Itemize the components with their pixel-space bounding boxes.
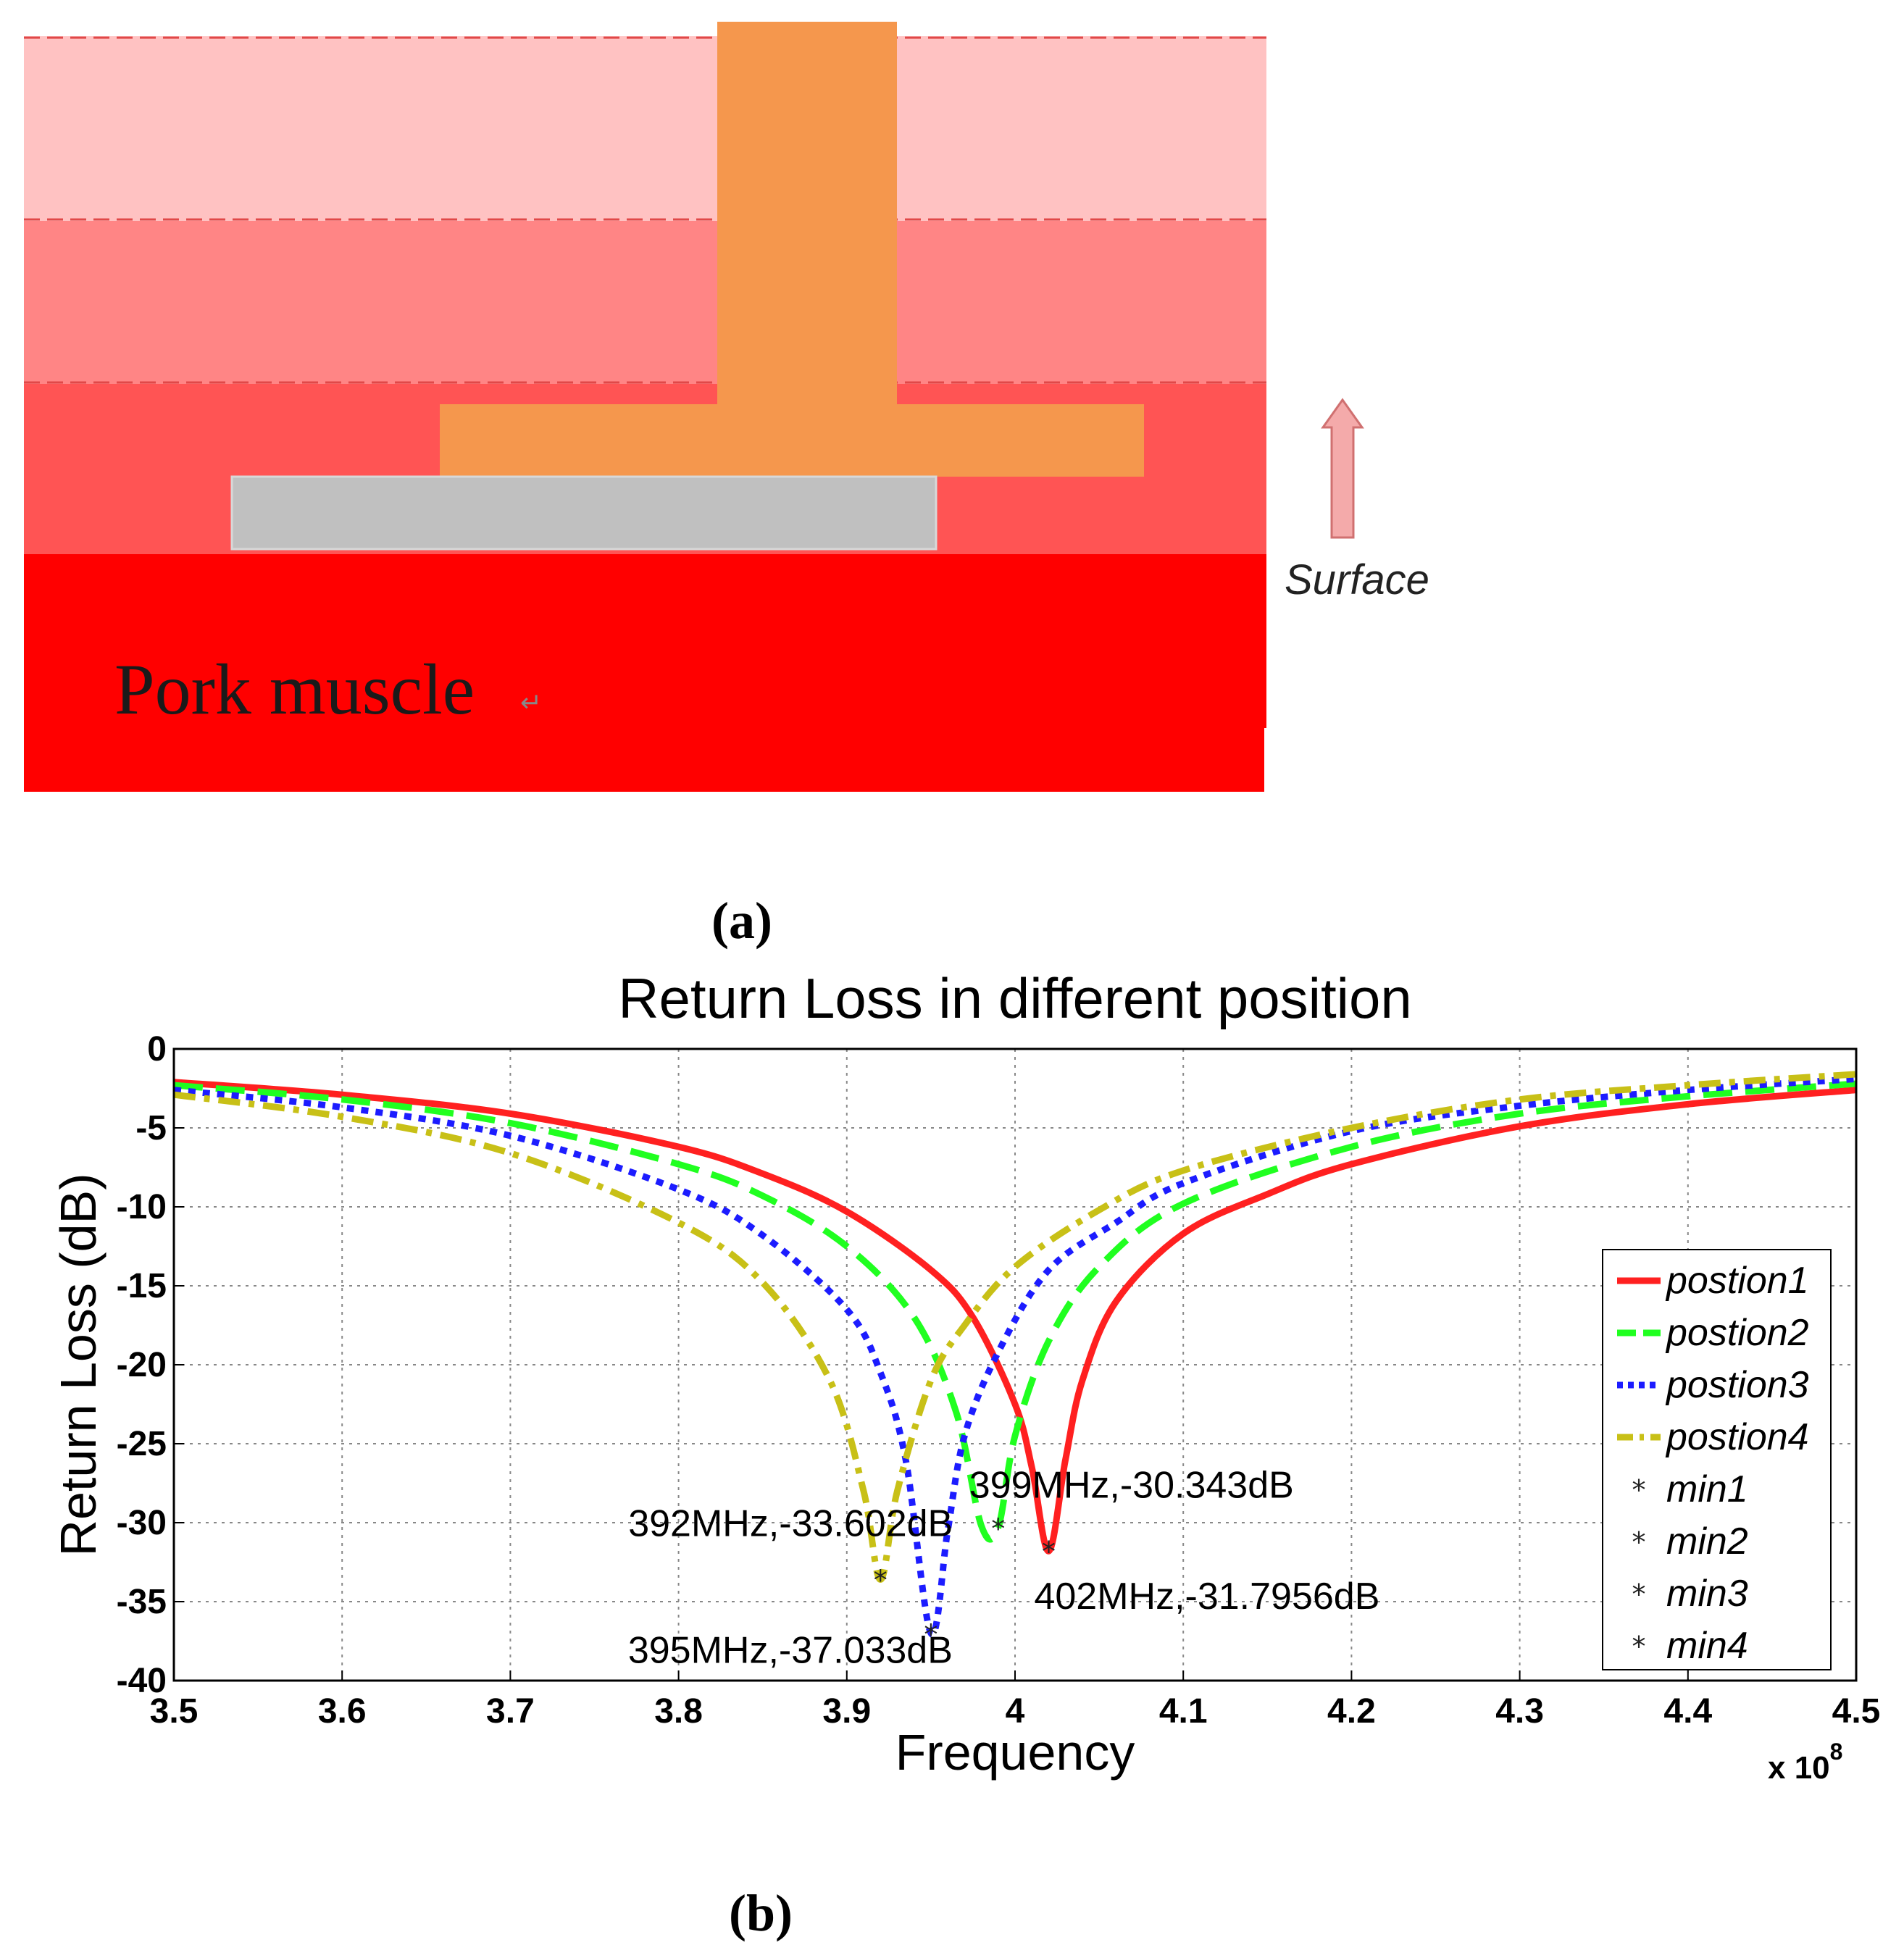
x-exponent-power: 8 <box>1830 1739 1843 1765</box>
legend-marker-min3: * <box>1632 1578 1646 1610</box>
x-exponent-base: x 10 <box>1768 1750 1830 1786</box>
marker-label-min3: 395MHz,-37.033dB <box>628 1629 953 1671</box>
x-tick-label: 4.3 <box>1495 1692 1544 1731</box>
plot-frame <box>172 1047 1858 1682</box>
legend-label-min2: min2 <box>1666 1521 1748 1563</box>
y-axis-label: Return Loss (dB) <box>50 1173 107 1556</box>
x-tick-label: 4.5 <box>1832 1692 1881 1731</box>
chart-title: Return Loss in different position <box>618 966 1412 1030</box>
marker-labels: 402MHz,-31.7956dB 399MHz,-30.343dB 395MHz,… <box>628 1464 1380 1671</box>
muscle-layer-bottom <box>24 728 1264 792</box>
caption-a: (a) <box>711 892 772 950</box>
legend-label-postion4: postion4 <box>1665 1416 1809 1458</box>
x-tick-label: 4 <box>1006 1692 1025 1731</box>
min-markers: * * * * <box>874 1513 1056 1650</box>
surface-arrow-icon <box>1321 398 1364 539</box>
y-tick-label: -20 <box>117 1346 167 1384</box>
y-tick-label: -5 <box>135 1109 167 1147</box>
legend-label-postion2: postion2 <box>1665 1312 1809 1354</box>
y-tick-label: -40 <box>117 1662 167 1700</box>
legend-marker-min2: * <box>1632 1526 1646 1558</box>
y-tick-label: -25 <box>117 1425 167 1463</box>
marker-min2: * <box>991 1513 1005 1544</box>
series-line-postion4 <box>173 1071 1857 1583</box>
legend-marker-min1: * <box>1632 1474 1646 1506</box>
grid <box>173 1048 1857 1681</box>
y-tick-label: -15 <box>117 1267 167 1305</box>
antenna-patch <box>440 404 1144 477</box>
y-tick-label: -35 <box>117 1583 167 1621</box>
caption-b: (b) <box>729 1884 793 1942</box>
x-tick-label: 3.6 <box>318 1692 367 1731</box>
x-tick-label: 4.2 <box>1327 1692 1376 1731</box>
marker-label-min4: 392MHz,-33.602dB <box>628 1503 953 1545</box>
x-axis-label: Frequency <box>895 1724 1135 1781</box>
tissue-layer-1 <box>24 36 1266 221</box>
legend-label-min1: min1 <box>1666 1468 1748 1510</box>
series-line-postion2 <box>173 1080 1857 1543</box>
series-lines <box>173 1071 1857 1638</box>
x-tick-label: 3.5 <box>150 1692 199 1731</box>
x-tick-label: 3.7 <box>486 1692 535 1731</box>
series-line-postion3 <box>173 1075 1857 1638</box>
marker-label-min2: 399MHz,-30.343dB <box>969 1464 1294 1506</box>
y-tick-label: -30 <box>117 1504 167 1542</box>
antenna-feed <box>717 22 897 406</box>
legend-marker-min4: * <box>1632 1631 1646 1662</box>
return-loss-chart: * * * * 3.5 3.6 3.7 3.8 3.9 4 4.1 4.2 4.3 4.4 4.5 0 -5… <box>50 966 1880 1942</box>
marker-min3: * <box>924 1618 938 1650</box>
x-tick-label: 3.9 <box>822 1692 871 1731</box>
legend: postion1 postion2 postion3 postion4 * min1 * mi… <box>1602 1249 1832 1670</box>
pork-muscle-label: Pork muscle <box>114 649 475 729</box>
legend-label-min4: min4 <box>1666 1625 1748 1667</box>
marker-min4: * <box>874 1565 888 1597</box>
tissue-layer-2 <box>24 221 1266 384</box>
muscle-layer <box>24 554 1266 728</box>
legend-box <box>1602 1249 1832 1670</box>
x-tick-label: 4.4 <box>1663 1692 1712 1731</box>
y-tick-label: -10 <box>117 1188 167 1226</box>
y-tick-labels: 0 -5 -10 -15 -20 -25 -30 -35 -40 <box>117 1030 167 1700</box>
x-exponent-label: x 108 <box>1768 1739 1842 1786</box>
marker-label-min1: 402MHz,-31.7956dB <box>1034 1576 1379 1618</box>
legend-label-postion1: postion1 <box>1665 1260 1809 1302</box>
marker-min1: * <box>1042 1536 1056 1568</box>
legend-label-min3: min3 <box>1666 1573 1748 1615</box>
panel-a-diagram: Pork muscle ↵ Surface (a) <box>24 22 1429 950</box>
series-line-postion1 <box>173 1079 1857 1555</box>
ground-plane <box>230 475 938 551</box>
y-tick-label: 0 <box>147 1030 167 1068</box>
return-mark-icon: ↵ <box>520 688 542 717</box>
x-tick-labels: 3.5 3.6 3.7 3.8 3.9 4 4.1 4.2 4.3 4.4 4.5 <box>150 1692 1881 1731</box>
x-tick-label: 3.8 <box>654 1692 703 1731</box>
legend-label-postion3: postion3 <box>1665 1364 1809 1406</box>
surface-label: Surface <box>1285 556 1429 603</box>
x-tick-label: 4.1 <box>1159 1692 1208 1731</box>
